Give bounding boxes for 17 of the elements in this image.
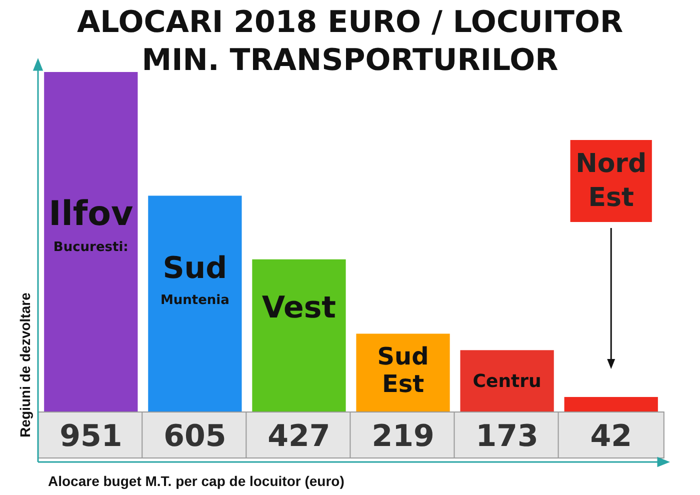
annotation: Muntenia [160, 292, 230, 308]
data-label: 219 [372, 419, 434, 454]
annotation: Bucuresti: [53, 240, 128, 255]
x-axis-title: Alocare buget M.T. per cap de locuitor (euro) [48, 473, 344, 489]
x-tick-label: Ilfov [48, 194, 134, 234]
x-tick-label: Sud [162, 250, 228, 286]
x-tick-label: Nord Est [576, 149, 647, 213]
x-tick-label: Sud Est [377, 342, 429, 398]
y-axis-title: Regiuni de dezvoltare [17, 292, 33, 438]
data-label: 42 [590, 419, 632, 454]
chart-title: ALOCARI 2018 EURO / LOCUITOR MIN. TRANSPORTURILOR [76, 5, 624, 78]
data-label: 605 [164, 419, 226, 454]
data-label: 173 [476, 419, 538, 454]
x-tick-label: Vest [262, 290, 336, 326]
data-label: 427 [268, 419, 330, 454]
x-tick-label: Centru [472, 371, 542, 392]
data-label: 951 [60, 419, 122, 454]
